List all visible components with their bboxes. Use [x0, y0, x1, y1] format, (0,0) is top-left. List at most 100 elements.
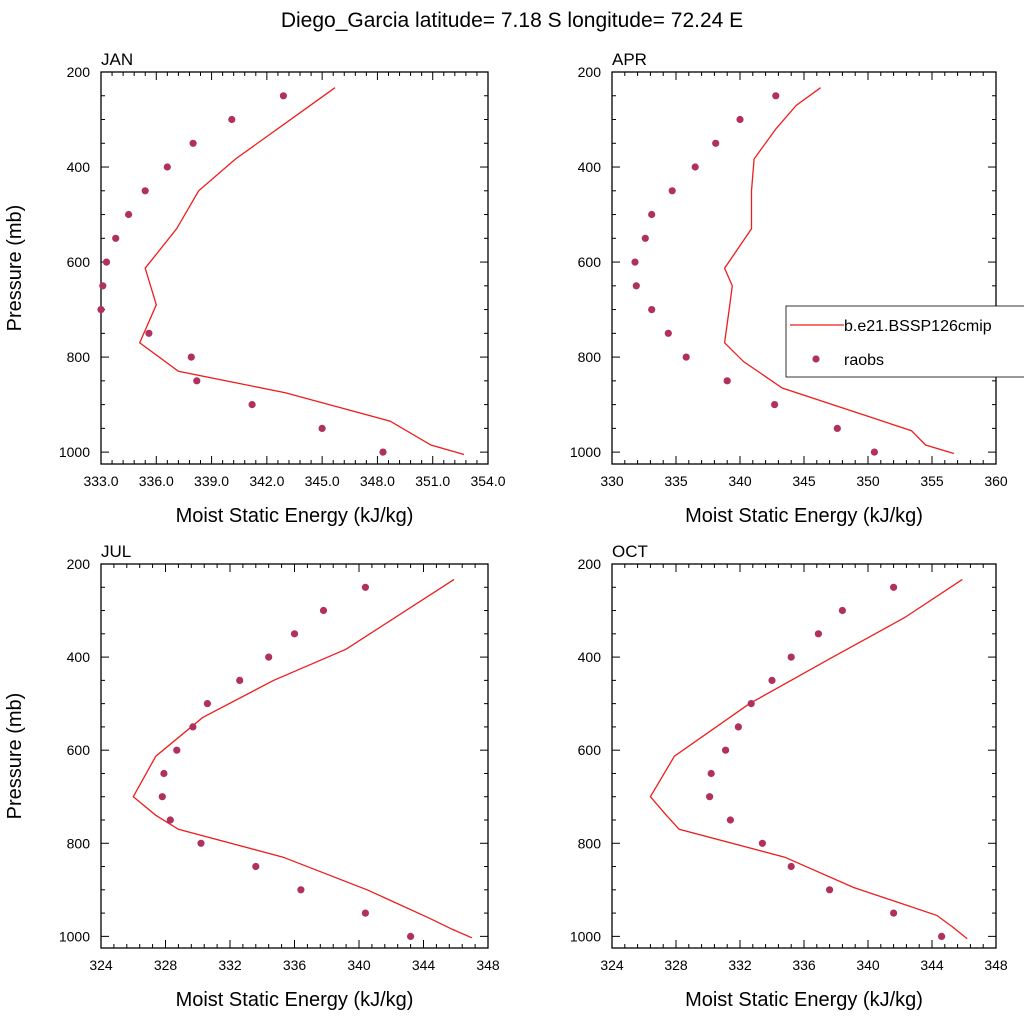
raobs-point — [193, 377, 201, 385]
y-tick-label: 1000 — [570, 928, 601, 944]
raobs-point — [407, 932, 415, 941]
x-tick-label: 330 — [600, 473, 624, 489]
raobs-point — [99, 282, 107, 290]
raobs-point — [297, 886, 305, 894]
raobs-point — [722, 746, 730, 754]
y-tick-label: 1000 — [570, 444, 601, 460]
raobs-point — [112, 234, 120, 242]
x-tick-label: 328 — [154, 957, 178, 973]
raobs-point — [631, 258, 639, 266]
raobs-point — [248, 401, 256, 409]
panel-label: OCT — [612, 542, 648, 561]
panel-jul: JUL 324 328 332 336 340 344 348 200 400 600 800 1000… — [4, 542, 500, 1011]
y-tick-label: 600 — [67, 742, 91, 758]
raobs-point — [890, 909, 898, 917]
raobs-point — [158, 793, 166, 801]
raobs-point — [787, 653, 795, 661]
raobs-point — [706, 793, 714, 801]
model-line — [132, 578, 473, 939]
x-axis-title: Moist Static Energy (kJ/kg) — [685, 505, 923, 527]
raobs-point — [747, 700, 755, 708]
figure-title: Diego_Garcia latitude= 7.18 S longitude=… — [281, 9, 743, 32]
y-tick-label: 800 — [578, 349, 602, 365]
x-tick-label: 332 — [728, 957, 752, 973]
x-axis-title: Moist Static Energy (kJ/kg) — [176, 505, 414, 527]
raobs-point — [265, 653, 273, 661]
x-tick-label: 336 — [792, 957, 816, 973]
legend-box — [785, 305, 1024, 378]
raobs-point — [361, 909, 369, 917]
x-tick-label: 360 — [984, 473, 1008, 489]
raobs-point — [938, 932, 946, 941]
raobs-point — [236, 676, 244, 685]
x-tick-label: 350 — [856, 473, 880, 489]
raobs-point — [838, 606, 847, 615]
y-tick-label: 1000 — [59, 444, 90, 460]
raobs-point — [102, 258, 111, 266]
raobs-point — [173, 746, 181, 754]
x-tick-label: 335 — [664, 473, 688, 489]
x-tick-label: 345 — [792, 473, 816, 489]
x-axis-title: Moist Static Energy (kJ/kg) — [176, 989, 414, 1011]
legend-point-swatch — [812, 355, 820, 363]
raobs-point — [163, 163, 171, 171]
x-tick-label: 336 — [283, 957, 307, 973]
x-tick-label: 328 — [664, 957, 688, 973]
y-tick-label: 800 — [67, 835, 91, 851]
legend: b.e21.BSSP126cmip raobs — [785, 305, 1024, 378]
raobs-point — [228, 115, 236, 124]
x-tick-label: 340 — [856, 957, 880, 973]
x-tick-label: 342.0 — [249, 473, 284, 489]
y-axis-title: Pressure (mb) — [4, 205, 26, 332]
raobs-point — [189, 139, 197, 147]
y-tick-label: 400 — [67, 649, 91, 665]
x-tick-label: 340 — [347, 957, 371, 973]
raobs-point — [771, 401, 779, 409]
panel-label: JUL — [101, 542, 131, 561]
raobs-point — [734, 723, 743, 731]
raobs-point — [664, 329, 672, 337]
raobs-point — [890, 583, 898, 591]
raobs-point — [682, 353, 690, 361]
x-tick-label: 333.0 — [83, 473, 118, 489]
model-line — [723, 87, 954, 455]
x-tick-label: 351.0 — [415, 473, 450, 489]
x-tick-label: 348 — [984, 957, 1008, 973]
x-tick-label: 345.0 — [305, 473, 340, 489]
raobs-point — [691, 163, 699, 171]
raobs-point — [826, 886, 834, 894]
x-tick-label: 332 — [218, 957, 242, 973]
y-tick-label: 600 — [578, 742, 602, 758]
y-tick-label: 800 — [578, 835, 602, 851]
raobs-point — [197, 839, 205, 847]
y-tick-label: 600 — [578, 254, 602, 270]
x-tick-label: 344 — [412, 957, 436, 973]
raobs-point — [145, 329, 153, 337]
raobs-point — [160, 769, 168, 778]
model-line — [138, 87, 465, 456]
plot-frame — [100, 71, 489, 465]
raobs-point — [203, 700, 211, 708]
y-tick-label: 200 — [67, 64, 91, 80]
raobs-point — [379, 448, 387, 456]
raobs-point — [648, 306, 656, 314]
x-tick-label: 340 — [728, 473, 752, 489]
raobs-point — [290, 630, 299, 638]
raobs-point — [141, 187, 149, 195]
y-tick-label: 400 — [67, 159, 91, 175]
raobs-point — [870, 448, 879, 456]
x-tick-label: 344 — [920, 957, 944, 973]
x-tick-label: 324 — [600, 957, 624, 973]
legend-label-model: b.e21.BSSP126cmip — [844, 318, 992, 335]
raobs-point — [833, 424, 841, 432]
raobs-point — [668, 187, 676, 195]
raobs-point — [125, 210, 133, 219]
y-tick-label: 400 — [578, 159, 602, 175]
raobs-point — [726, 816, 735, 824]
raobs-point — [187, 353, 195, 361]
y-axis-title: Pressure (mb) — [4, 693, 26, 820]
y-tick-label: 1000 — [59, 928, 90, 944]
raobs-point — [166, 816, 174, 824]
x-tick-label: 336.0 — [139, 473, 174, 489]
